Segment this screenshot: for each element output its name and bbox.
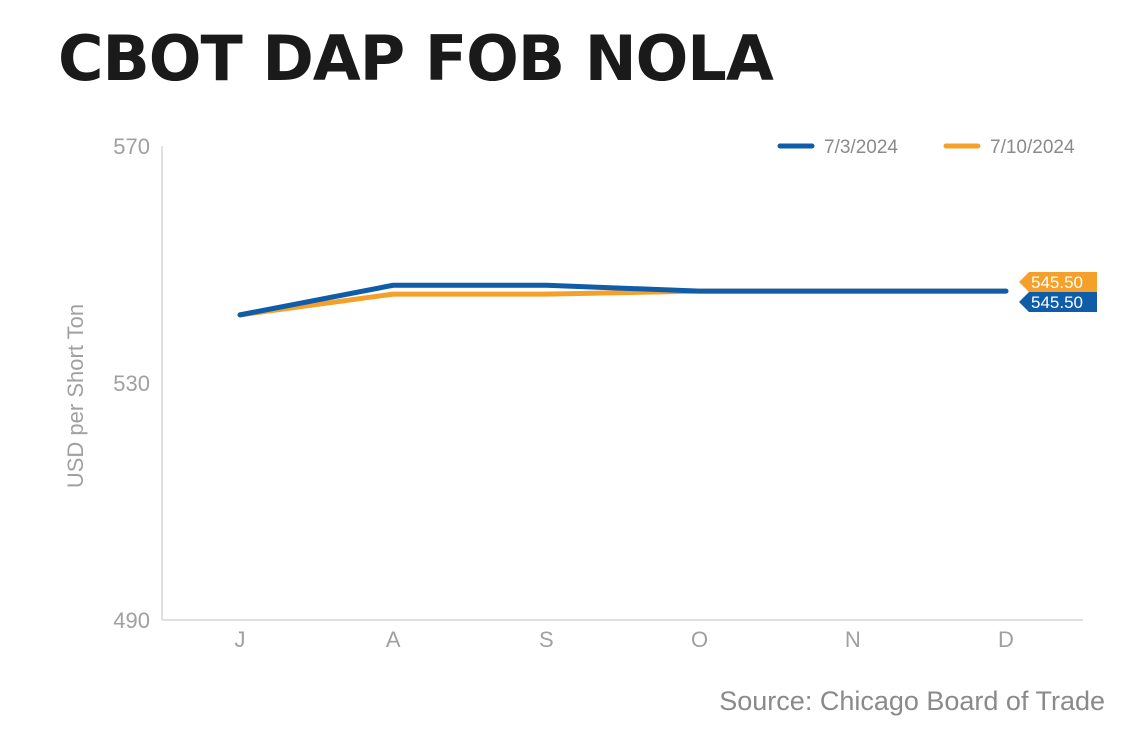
legend-label: 7/10/2024	[990, 137, 1075, 158]
x-tick-label: D	[998, 627, 1014, 652]
y-tick-label: 570	[113, 134, 150, 159]
chart-title: CBOT DAP FOB NOLA	[58, 22, 774, 95]
end-value-label: 545.50	[1031, 273, 1083, 292]
end-value-tag	[1019, 272, 1097, 292]
series-line	[237, 282, 1009, 318]
y-axis-label: USD per Short Ton	[63, 304, 88, 488]
x-tick-label: J	[235, 627, 246, 652]
legend: 7/3/2024 7/10/2024	[777, 137, 1075, 158]
end-value-tag	[1019, 292, 1097, 312]
x-tick-label: S	[539, 627, 554, 652]
x-tick-label: A	[386, 627, 401, 652]
source-note: Source: Chicago Board of Trade	[719, 686, 1105, 716]
x-tick-label: N	[845, 627, 861, 652]
legend-label: 7/3/2024	[824, 137, 898, 158]
axes	[161, 146, 1083, 621]
x-tick-label: O	[691, 627, 708, 652]
end-value-label: 545.50	[1031, 293, 1083, 312]
y-tick-labels: 570 530 490	[113, 134, 150, 633]
series-lines	[237, 282, 1009, 318]
y-tick-label: 530	[113, 371, 150, 396]
y-tick-label: 490	[113, 608, 150, 633]
